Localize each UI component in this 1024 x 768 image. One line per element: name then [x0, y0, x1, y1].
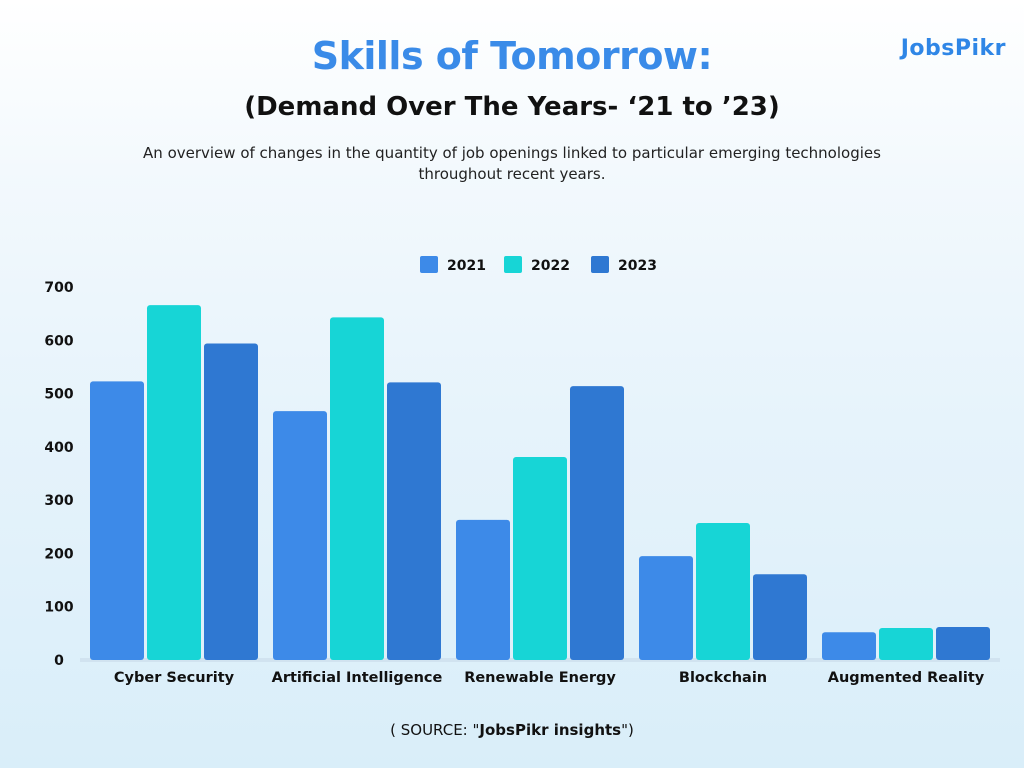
bar-2021-renewable-energy: [456, 519, 510, 660]
jobspikr-logo: JobsPikr: [900, 36, 1006, 61]
chart-description: An overview of changes in the quantity o…: [143, 144, 881, 183]
bar-2023-artificial-intelligence: [387, 382, 441, 660]
legend-label-2021: 2021: [447, 258, 486, 274]
bar-2023-augmented-reality: [936, 626, 990, 660]
chart-subtitle: (Demand Over The Years- ‘21 to ’23): [244, 92, 780, 122]
bar-2022-augmented-reality: [879, 628, 933, 660]
bar-2022-renewable-energy: [513, 456, 567, 660]
legend-label-2022: 2022: [531, 258, 570, 274]
source-prefix: ( SOURCE: ": [390, 721, 480, 739]
legend-label-2023: 2023: [618, 258, 657, 274]
y-tick-label: 100: [44, 600, 73, 616]
x-category-label: Blockchain: [679, 670, 767, 686]
y-tick-label: 500: [44, 387, 73, 403]
source-name: JobsPikr insights: [479, 721, 622, 739]
bar-2022-cyber-security: [147, 305, 201, 660]
y-tick-label: 200: [44, 546, 73, 562]
bar-2021-cyber-security: [90, 381, 144, 660]
y-tick-label: 300: [44, 493, 73, 509]
bar-2021-blockchain: [639, 556, 693, 660]
source-suffix: "): [621, 721, 634, 739]
bar-2023-cyber-security: [204, 343, 258, 660]
x-category-label: Augmented Reality: [828, 670, 985, 686]
chart-title: Skills of Tomorrow:: [311, 34, 713, 78]
y-tick-label: 600: [44, 333, 73, 349]
y-tick-label: 400: [44, 440, 73, 456]
bar-2023-blockchain: [753, 574, 807, 660]
legend-swatch-2022: [504, 256, 522, 273]
x-category-label: Renewable Energy: [464, 670, 616, 686]
x-category-label: Cyber Security: [114, 670, 235, 686]
bar-2021-augmented-reality: [822, 632, 876, 660]
bar-2023-renewable-energy: [570, 386, 624, 660]
x-category-label: Artificial Intelligence: [272, 670, 443, 686]
bar-2022-blockchain: [696, 523, 750, 660]
legend-swatch-2023: [591, 256, 609, 273]
source-note: ( SOURCE: "JobsPikr insights"): [0, 721, 1024, 739]
legend-swatch-2021: [420, 256, 438, 273]
y-tick-label: 700: [44, 280, 73, 296]
y-tick-label: 0: [54, 653, 64, 669]
bar-2021-artificial-intelligence: [273, 411, 327, 660]
bar-2022-artificial-intelligence: [330, 317, 384, 660]
